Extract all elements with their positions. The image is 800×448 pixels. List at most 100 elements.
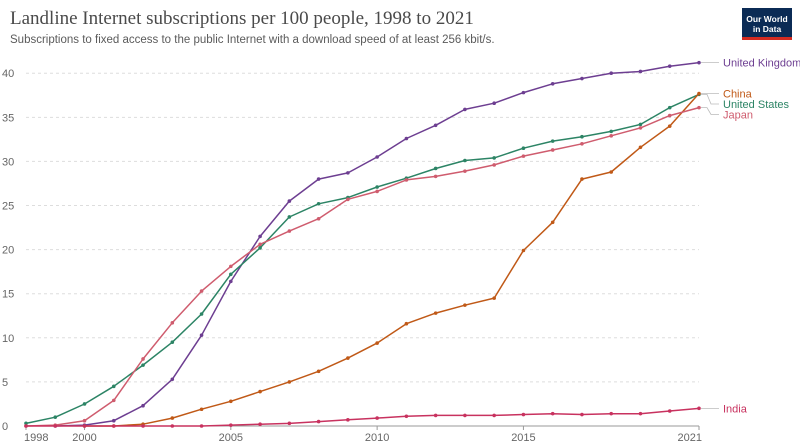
data-point-india bbox=[638, 411, 643, 416]
y-tick-label: 15 bbox=[2, 289, 14, 301]
data-point-india bbox=[53, 424, 58, 428]
data-point-united-states bbox=[316, 201, 321, 206]
chart-title: Landline Internet subscriptions per 100 … bbox=[10, 8, 474, 29]
data-point-united-kingdom bbox=[229, 279, 233, 284]
data-point-china bbox=[550, 220, 555, 225]
data-point-united-states bbox=[82, 402, 87, 406]
y-tick-label: 10 bbox=[2, 333, 14, 345]
data-point-united-kingdom bbox=[550, 82, 555, 86]
data-point-india bbox=[316, 419, 321, 424]
data-point-united-states bbox=[609, 129, 614, 134]
data-point-japan bbox=[580, 141, 584, 146]
data-point-united-states bbox=[170, 340, 175, 345]
gridlines bbox=[26, 72, 699, 427]
x-tick-label: 2010 bbox=[365, 432, 389, 444]
logo-line-2: in Data bbox=[752, 24, 782, 34]
data-point-china bbox=[229, 399, 233, 404]
data-point-japan bbox=[82, 418, 87, 423]
data-point-united-states bbox=[53, 415, 58, 419]
x-tick-label: 2000 bbox=[72, 432, 96, 444]
data-point-united-kingdom bbox=[199, 333, 204, 337]
data-point-india bbox=[463, 413, 467, 418]
data-point-japan bbox=[141, 357, 145, 361]
logo-line-1: Our World bbox=[746, 14, 788, 24]
data-point-united-states bbox=[463, 158, 467, 163]
label-connector-japan bbox=[701, 107, 719, 115]
data-point-india bbox=[667, 409, 672, 413]
data-point-united-kingdom bbox=[609, 71, 614, 76]
data-point-china bbox=[199, 407, 204, 412]
data-point-india bbox=[433, 413, 438, 418]
data-point-united-kingdom bbox=[170, 377, 175, 382]
data-point-india bbox=[375, 416, 379, 420]
data-point-china bbox=[433, 311, 438, 315]
data-point-united-states bbox=[492, 156, 496, 160]
series-line-china bbox=[84, 92, 700, 427]
data-point-united-kingdom bbox=[697, 60, 701, 65]
data-point-china bbox=[638, 145, 643, 150]
data-point-china bbox=[316, 369, 321, 374]
data-point-united-states bbox=[638, 122, 643, 127]
data-point-united-kingdom bbox=[346, 171, 350, 175]
data-point-united-kingdom bbox=[404, 136, 409, 141]
series-label-japan: Japan bbox=[723, 110, 753, 122]
data-point-united-kingdom bbox=[667, 64, 672, 68]
series-lines bbox=[24, 60, 701, 428]
data-point-india bbox=[521, 412, 526, 417]
label-connector-united-states bbox=[701, 93, 719, 105]
data-point-united-kingdom bbox=[111, 418, 116, 423]
series-label-united-kingdom: United Kingdom bbox=[723, 58, 800, 70]
data-point-india bbox=[199, 424, 204, 428]
data-point-china bbox=[375, 341, 379, 345]
data-point-india bbox=[141, 424, 145, 428]
data-point-india bbox=[170, 424, 175, 428]
data-point-china bbox=[287, 380, 292, 384]
data-point-japan bbox=[111, 398, 116, 403]
x-tick-label: 2021 bbox=[678, 432, 702, 444]
data-point-india bbox=[229, 423, 233, 427]
our-world-in-data-logo[interactable]: Our World in Data bbox=[742, 8, 792, 40]
data-point-united-kingdom bbox=[580, 76, 584, 81]
data-point-china bbox=[258, 389, 262, 394]
y-tick-label: 0 bbox=[2, 421, 8, 433]
data-point-china bbox=[667, 124, 672, 128]
data-point-india bbox=[404, 414, 409, 419]
data-point-united-states bbox=[24, 421, 28, 426]
data-point-united-kingdom bbox=[433, 123, 438, 128]
y-tick-label: 5 bbox=[2, 377, 8, 389]
data-point-japan bbox=[287, 229, 292, 233]
data-point-japan bbox=[550, 148, 555, 152]
data-point-japan bbox=[199, 289, 204, 293]
data-point-japan bbox=[346, 197, 350, 202]
series-line-japan bbox=[25, 106, 700, 427]
x-tick-label: 2015 bbox=[511, 432, 535, 444]
data-point-china bbox=[697, 91, 701, 96]
data-point-china bbox=[404, 321, 409, 326]
data-point-india bbox=[258, 422, 262, 427]
data-point-japan bbox=[609, 134, 614, 138]
data-point-china bbox=[346, 356, 350, 360]
data-point-united-states bbox=[141, 363, 145, 367]
series-label-china: China bbox=[723, 89, 753, 101]
series-label-india: India bbox=[723, 403, 748, 415]
data-point-india bbox=[580, 412, 584, 417]
data-point-united-kingdom bbox=[316, 177, 321, 181]
data-point-united-kingdom bbox=[521, 90, 526, 95]
data-point-china bbox=[170, 416, 175, 420]
data-point-united-states bbox=[433, 166, 438, 171]
data-point-india bbox=[697, 406, 701, 411]
x-axis-ticks: 1998 2000 2005 2010 2015 2021 bbox=[24, 426, 702, 444]
data-point-japan bbox=[638, 126, 643, 130]
data-point-united-states bbox=[229, 272, 233, 277]
y-tick-label: 25 bbox=[2, 201, 14, 213]
data-point-india bbox=[287, 421, 292, 426]
data-point-china bbox=[521, 248, 526, 253]
data-point-japan bbox=[229, 264, 233, 269]
data-point-japan bbox=[316, 216, 321, 221]
data-point-united-kingdom bbox=[141, 403, 145, 408]
series-line-india bbox=[26, 407, 700, 427]
logo-accent-bar bbox=[742, 37, 792, 40]
data-point-united-states bbox=[667, 105, 672, 110]
data-point-japan bbox=[492, 163, 496, 167]
data-point-japan bbox=[667, 113, 672, 118]
